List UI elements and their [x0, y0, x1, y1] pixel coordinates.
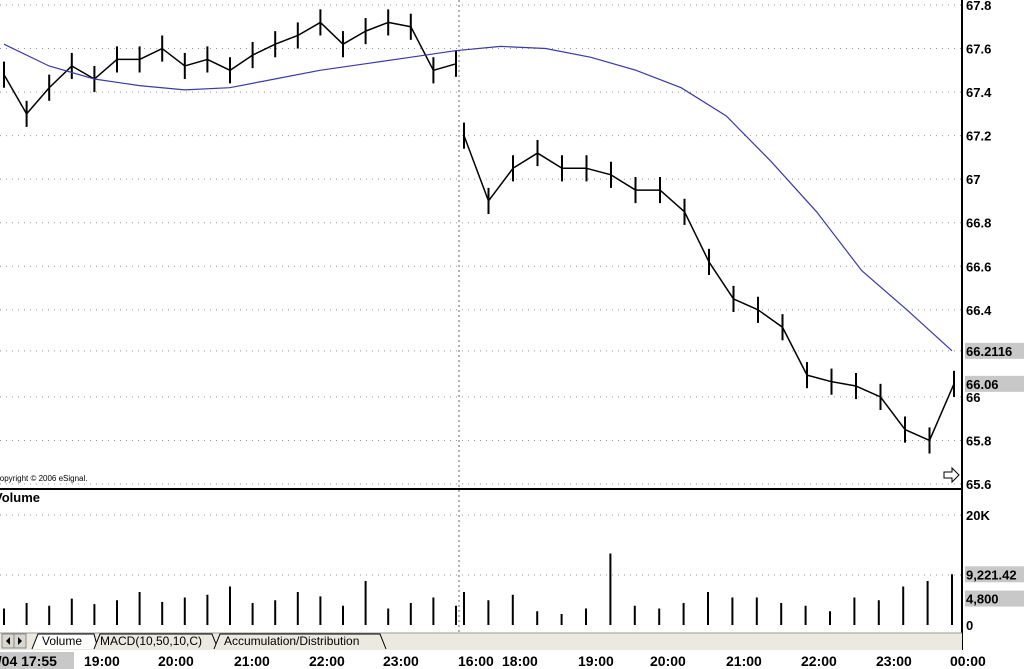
tab-macd[interactable]: MACD(10,50,10,C) [93, 633, 219, 650]
grid-lines [0, 4, 962, 576]
price-session1-link [161, 47, 186, 67]
price-session1-link [274, 34, 299, 45]
price-session2-link [463, 135, 490, 202]
price-session1-link [252, 43, 276, 56]
price-tick-label: 67.6 [966, 42, 991, 57]
price-tick-label: 65.8 [966, 433, 991, 448]
price-session2-link [586, 167, 612, 176]
tab-accumulation[interactable]: Accumulation/Distribution [213, 633, 387, 650]
time-tick-label: 20:00 [158, 653, 194, 669]
price-session1-link [410, 26, 435, 71]
price-tick-label: 67.2 [966, 129, 991, 144]
price-session1-link [207, 58, 231, 71]
price-session2-link [733, 298, 759, 311]
volume-bars [3, 553, 953, 625]
price-tick-label: 66.06 [966, 377, 999, 392]
volume-tick-label: 20K [966, 508, 990, 523]
time-label-box [0, 652, 74, 669]
price-session2-link [831, 380, 857, 387]
time-tick-label: 19:00 [84, 653, 120, 669]
price-session2-link [659, 189, 685, 213]
price-session1-link [139, 47, 163, 61]
price-tick-label: 66.6 [966, 259, 991, 274]
volume-axis-labels: 20K 9,221.42 4,800 0 [965, 508, 1024, 633]
tab-volume[interactable]: Volume [31, 633, 99, 650]
price-session1-link [433, 63, 457, 72]
tab-macd-label: MACD(10,50,10,C) [100, 634, 202, 648]
price-session2-link [487, 167, 514, 202]
time-tick-label: 21:00 [234, 653, 270, 669]
price-session2-link [904, 428, 930, 442]
price-session2-link [879, 396, 906, 431]
price-session1-link [93, 58, 118, 80]
time-tick-label: 23:00 [383, 653, 419, 669]
volume-panel-title: Volume [0, 490, 40, 505]
volume-tick-label: 9,221.42 [966, 567, 1017, 582]
time-tick-label: 18:00 [502, 653, 538, 669]
tab-accumulation-label: Accumulation/Distribution [224, 634, 359, 648]
price-session2-link [708, 261, 735, 300]
scroll-left-button[interactable] [1, 633, 15, 649]
tab-volume-label: Volume [42, 634, 82, 648]
price-tick-label: 65.6 [966, 477, 991, 492]
price-session1-link [184, 58, 208, 67]
price-bars [3, 9, 955, 454]
price-session1-link [71, 65, 95, 80]
price-session1-link [365, 21, 389, 32]
time-tick-label: 23:00 [876, 653, 912, 669]
price-session1-link [319, 21, 344, 45]
time-tick-label: 19:00 [578, 653, 614, 669]
price-label-box [965, 342, 1024, 359]
price-tick-label: 67 [966, 172, 980, 187]
price-session2-link [928, 383, 955, 441]
time-tick-label: 00:00 [950, 653, 986, 669]
price-label-box [965, 375, 1024, 392]
time-tick-label: 22:00 [801, 653, 837, 669]
time-tick-label: 20:00 [650, 653, 686, 669]
time-tick-label: 16:00 [458, 653, 494, 669]
price-axis-labels: 67.8 67.6 67.4 67.2 67 66.8 66.6 66.4 66.2116 66.… [965, 0, 1024, 492]
time-axis-labels: 2/04 17:55 19:00 20:00 21:00 22:00 23:00 16:00… [0, 652, 986, 669]
time-tick-label: 22:00 [309, 653, 345, 669]
price-tick-label: 67.4 [966, 85, 992, 100]
price-tick-label: 66 [966, 390, 980, 405]
price-session2-link [512, 152, 538, 169]
price-tick-label: 66.4 [966, 303, 992, 318]
price-session2-link [855, 385, 881, 398]
moving-average-line [3, 43, 953, 352]
scroll-right-button[interactable] [13, 633, 27, 649]
price-session2-link [683, 211, 710, 263]
price-session1-link [342, 30, 366, 45]
price-session2-link [537, 152, 563, 169]
time-tick-label: 2/04 17:55 [0, 653, 57, 669]
price-tick-label: 66.8 [966, 216, 991, 231]
price-session2-link [781, 326, 808, 376]
cursor-icon [943, 466, 960, 484]
price-session1-link [48, 65, 73, 89]
volume-label-box [965, 590, 1024, 607]
tab-bar: Volume MACD(10,50,10,C) Accumulation/Dis… [0, 632, 962, 650]
price-tick-label: 67.8 [966, 0, 991, 13]
price-session1-link [297, 21, 321, 37]
volume-tick-label: 0 [966, 618, 973, 633]
price-session1-link [3, 74, 28, 115]
price-session1-link [229, 54, 254, 71]
time-tick-label: 21:00 [726, 653, 762, 669]
price-session1-link [26, 87, 50, 115]
price-session2-link [757, 309, 783, 328]
volume-tick-label: 4,800 [966, 592, 999, 607]
price-tick-label: 66.2116 [966, 344, 1012, 359]
volume-label-box [965, 566, 1024, 583]
price-session2-link [806, 374, 832, 383]
price-session1-link [388, 21, 411, 28]
price-session2-link [610, 174, 636, 191]
copyright-text: Copyright © 2006 eSignal. [0, 474, 88, 483]
